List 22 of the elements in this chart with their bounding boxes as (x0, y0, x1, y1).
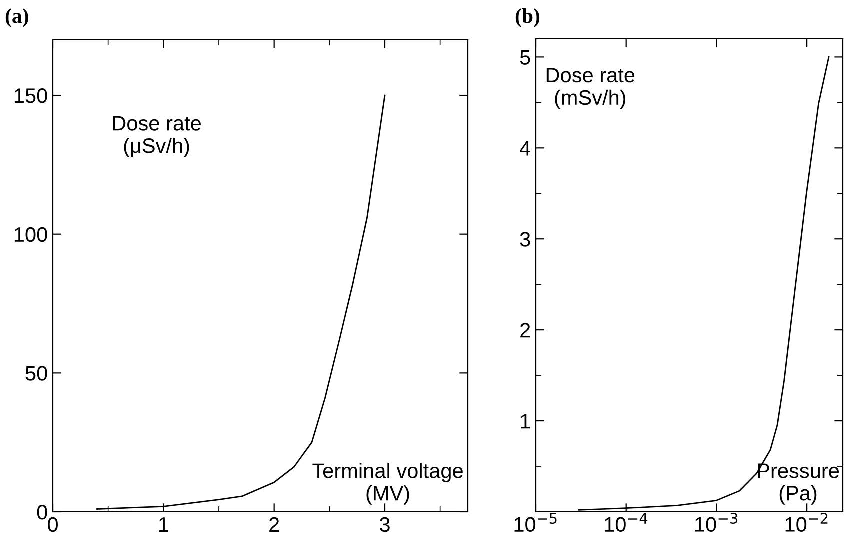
x-tick-label: 2 (270, 517, 280, 532)
chart-title: (a) (6, 8, 28, 28)
y-tick-label: 2 (520, 323, 530, 338)
y-tick-label: 100 (14, 227, 48, 242)
y-axis-title: Dose rate (mSv/h) (546, 68, 635, 110)
x-tick-label: 1 (159, 518, 168, 532)
x-axis-title: Terminal voltage (MV) (312, 463, 463, 505)
y-tick-label: 4 (520, 141, 531, 156)
x-tick-label: 3 (380, 517, 390, 532)
x-tick-label: 0 (48, 517, 58, 532)
y-tick-label: 5 (520, 50, 530, 65)
chart-title: (b) (516, 8, 540, 28)
x-tick-label: 10$^{−4}$ (605, 513, 648, 532)
x-tick-label: 10$^{−5}$ (514, 513, 557, 532)
y-tick-label: 150 (14, 88, 48, 104)
y-tick-label: 3 (520, 232, 530, 247)
x-tick-label: 10$^{−3}$ (695, 513, 738, 532)
y-axis-title: Dose rate (μSv/h) (113, 116, 201, 158)
x-axis-title: Pressure (Pa) (758, 464, 840, 505)
y-tick-label: 50 (26, 366, 48, 381)
y-tick-label: 1 (521, 414, 530, 429)
x-tick-label: 10$^{−2}$ (786, 513, 828, 532)
